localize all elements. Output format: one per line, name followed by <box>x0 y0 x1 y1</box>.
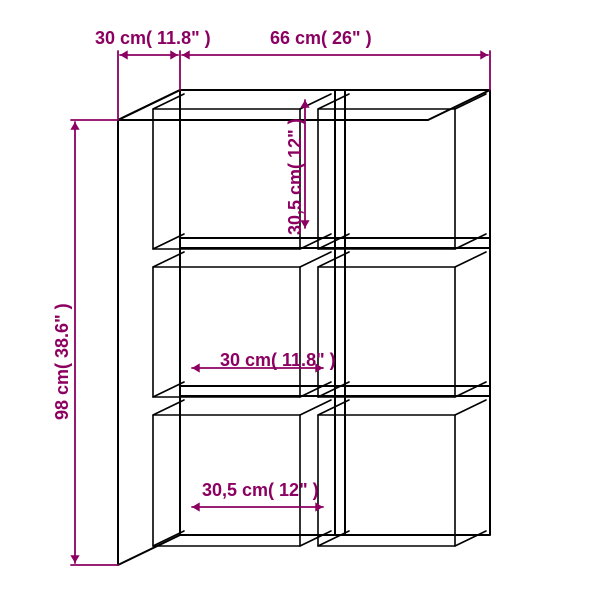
diagram-svg <box>0 0 600 600</box>
depth-label: 30 cm( 11.8" ) <box>95 28 211 49</box>
height-label: 98 cm( 38.6" ) <box>52 303 73 420</box>
width-label: 66 cm( 26" ) <box>270 28 372 49</box>
comp-width2-label: 30,5 cm( 12" ) <box>202 480 319 501</box>
comp-width-label: 30 cm( 11.8" ) <box>220 350 336 371</box>
comp-height-label: 30,5 cm( 12" ) <box>285 118 306 235</box>
